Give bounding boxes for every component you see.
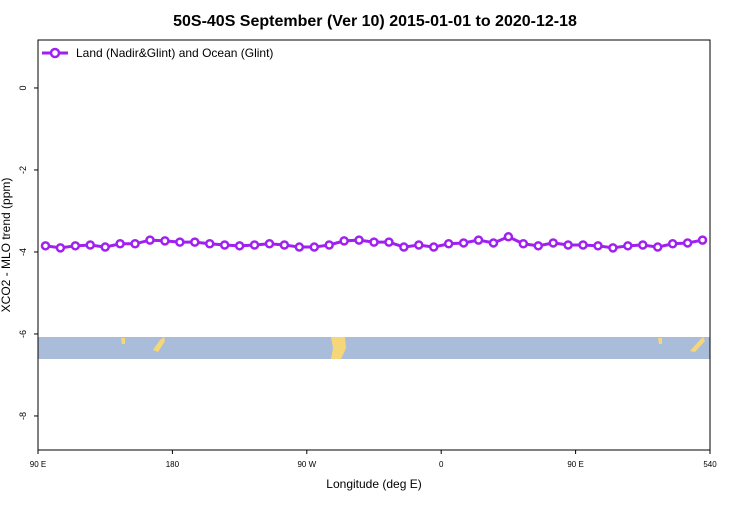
- data-point: [593, 241, 603, 251]
- data-point: [443, 239, 454, 249]
- data-point: [682, 238, 693, 248]
- y-tick-label: -2: [18, 166, 28, 174]
- data-point: [324, 240, 334, 250]
- data-point: [309, 242, 320, 252]
- data-point: [473, 235, 484, 245]
- y-tick-label: -6: [18, 330, 28, 338]
- data-point: [503, 232, 514, 242]
- data-point: [100, 242, 110, 252]
- land-patch: [331, 337, 346, 359]
- legend-label: Land (Nadir&Glint) and Ocean (Glint): [76, 46, 273, 60]
- data-point: [399, 242, 409, 252]
- data-point: [697, 235, 708, 245]
- data-point: [145, 235, 155, 245]
- x-tick-label: 540: [703, 460, 717, 469]
- data-point: [175, 237, 185, 247]
- y-tick-label: 0: [18, 85, 28, 90]
- data-point: [414, 240, 424, 250]
- data-point: [279, 240, 290, 250]
- data-point: [130, 239, 140, 249]
- data-point: [294, 242, 305, 252]
- data-point: [667, 239, 678, 249]
- x-tick-label: 90 E: [567, 460, 583, 469]
- data-point: [533, 241, 544, 251]
- data-point: [623, 241, 633, 251]
- data-point: [608, 243, 618, 253]
- land-patch: [153, 337, 165, 352]
- x-tick-label: 90 W: [297, 460, 316, 469]
- data-point: [518, 239, 529, 249]
- data-point: [652, 242, 663, 252]
- data-point: [85, 240, 96, 250]
- data-point: [219, 240, 230, 250]
- data-point: [638, 240, 648, 250]
- map-strip: [38, 337, 710, 359]
- data-point: [354, 235, 364, 245]
- x-tick-label: 90 E: [30, 460, 46, 469]
- data-point: [249, 240, 260, 250]
- y-tick-label: -8: [18, 412, 28, 420]
- data-point: [264, 239, 275, 249]
- chart-title: 50S-40S September (Ver 10) 2015-01-01 to…: [173, 13, 577, 30]
- data-point: [70, 241, 81, 251]
- data-point: [488, 238, 499, 248]
- data-point: [160, 236, 170, 246]
- data-point: [55, 243, 66, 253]
- data-point: [578, 240, 588, 250]
- data-point: [563, 240, 573, 250]
- land-patch: [690, 337, 705, 352]
- x-tick-label: 0: [439, 460, 444, 469]
- data-point: [204, 239, 215, 249]
- data-point: [115, 239, 125, 249]
- land-patch: [121, 338, 125, 344]
- y-axis-label: XCO2 - MLO trend (ppm): [0, 178, 13, 313]
- data-point: [384, 237, 394, 247]
- data-point: [40, 241, 51, 251]
- data-point: [190, 237, 200, 247]
- y-tick-label: -4: [18, 248, 28, 256]
- land-patch: [658, 338, 662, 344]
- ocean-band: [38, 337, 710, 359]
- legend-marker: [49, 47, 61, 59]
- data-point: [428, 242, 439, 252]
- x-tick-label: 180: [166, 460, 180, 469]
- x-axis-label: Longitude (deg E): [326, 477, 421, 491]
- data-point: [548, 238, 558, 248]
- data-point: [458, 238, 469, 248]
- data-point: [369, 237, 379, 247]
- data-point: [234, 241, 245, 251]
- plot-frame: [37, 39, 711, 451]
- data-point: [339, 236, 349, 246]
